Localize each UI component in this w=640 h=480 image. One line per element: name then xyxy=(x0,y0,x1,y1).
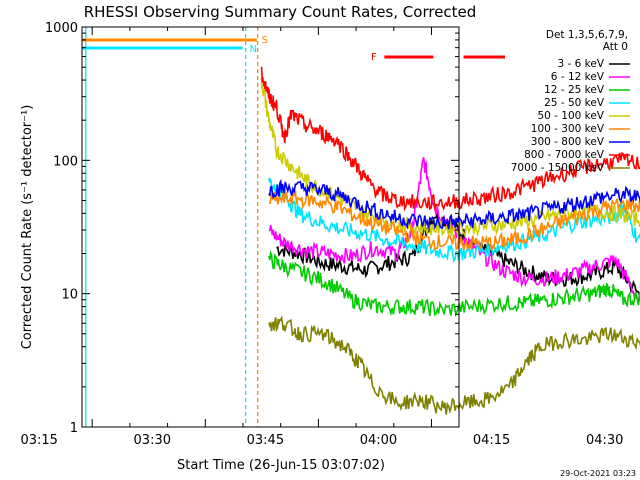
legend-label: 300 - 800 keV xyxy=(531,136,605,148)
y-tick-label: 1 xyxy=(70,421,78,436)
legend-label: 7000 - 15000 keV xyxy=(511,162,605,174)
legend-label: 3 - 6 keV xyxy=(557,58,604,70)
x-tick-label: 03:30 xyxy=(134,433,171,448)
series-line xyxy=(268,157,640,302)
y-axis: 1 10 100 1000 xyxy=(45,21,459,436)
y-tick-label: 100 xyxy=(53,154,78,169)
marker-layer: SN F xyxy=(82,27,505,427)
marker-label-n: N xyxy=(250,44,257,55)
legend-header: Det 1,3,5,6,7,9, xyxy=(546,29,628,41)
y-tick-label: 10 xyxy=(61,288,78,303)
footer-timestamp: 29-Oct-2021 03:23 xyxy=(560,469,636,478)
series-line xyxy=(268,178,640,231)
series-line xyxy=(268,189,640,252)
x-tick-label: 04:15 xyxy=(473,433,510,448)
plot-area: SN F 1 10 100 1000 03:15 03:30 03:45 04:00 04:15… xyxy=(20,21,640,448)
legend-label: 12 - 25 keV xyxy=(544,84,605,96)
legend-label: 100 - 300 keV xyxy=(531,123,605,135)
marker-label-f: F xyxy=(371,52,377,63)
x-tick-label: 04:00 xyxy=(360,433,397,448)
x-tick-label: 03:15 xyxy=(20,433,57,448)
series-line xyxy=(276,210,640,302)
x-tick-label: 04:30 xyxy=(586,433,623,448)
series-line xyxy=(268,177,640,263)
legend-label: 25 - 50 keV xyxy=(544,97,605,109)
legend-label: 50 - 100 keV xyxy=(537,110,604,122)
chart-title: RHESSI Observing Summary Count Rates, Co… xyxy=(84,3,477,21)
x-axis-label: Start Time (26-Jun-15 03:07:02) xyxy=(177,458,385,473)
legend-header: Att 0 xyxy=(603,41,628,53)
plot-frame xyxy=(81,26,460,428)
series-line xyxy=(268,250,640,318)
x-tick-label: 03:45 xyxy=(247,433,284,448)
y-axis-label: Corrected Count Rate (s⁻¹ detector⁻¹) xyxy=(20,105,35,350)
series-layer xyxy=(260,66,640,415)
y-tick-label: 1000 xyxy=(45,21,78,36)
series-line xyxy=(268,314,640,415)
series-line xyxy=(260,66,640,212)
marker-label-s: S xyxy=(262,35,268,46)
legend-label: 6 - 12 keV xyxy=(551,71,605,83)
legend-label: 800 - 7000 keV xyxy=(524,149,605,161)
